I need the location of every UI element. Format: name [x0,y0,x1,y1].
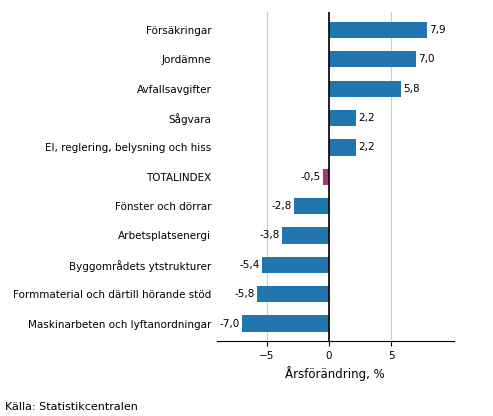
Text: 2,2: 2,2 [358,113,375,123]
Bar [323,169,329,185]
Text: 7,9: 7,9 [429,25,446,35]
X-axis label: Årsförändring, %: Årsförändring, % [285,366,385,381]
Text: -2,8: -2,8 [272,201,292,211]
Bar [294,198,329,214]
Text: -5,8: -5,8 [235,289,255,299]
Text: -5,4: -5,4 [240,260,260,270]
Text: 7,0: 7,0 [418,54,434,64]
Bar [262,257,329,273]
Bar [242,315,329,332]
Bar [282,228,329,243]
Text: -3,8: -3,8 [259,230,280,240]
Bar [329,110,356,126]
Text: 2,2: 2,2 [358,142,375,152]
Text: -7,0: -7,0 [220,319,240,329]
Text: Källa: Statistikcentralen: Källa: Statistikcentralen [5,402,138,412]
Bar [329,51,416,67]
Bar [329,81,401,97]
Bar [329,139,356,156]
Bar [257,286,329,302]
Text: 5,8: 5,8 [403,84,420,94]
Bar [329,22,427,38]
Text: -0,5: -0,5 [301,172,321,182]
